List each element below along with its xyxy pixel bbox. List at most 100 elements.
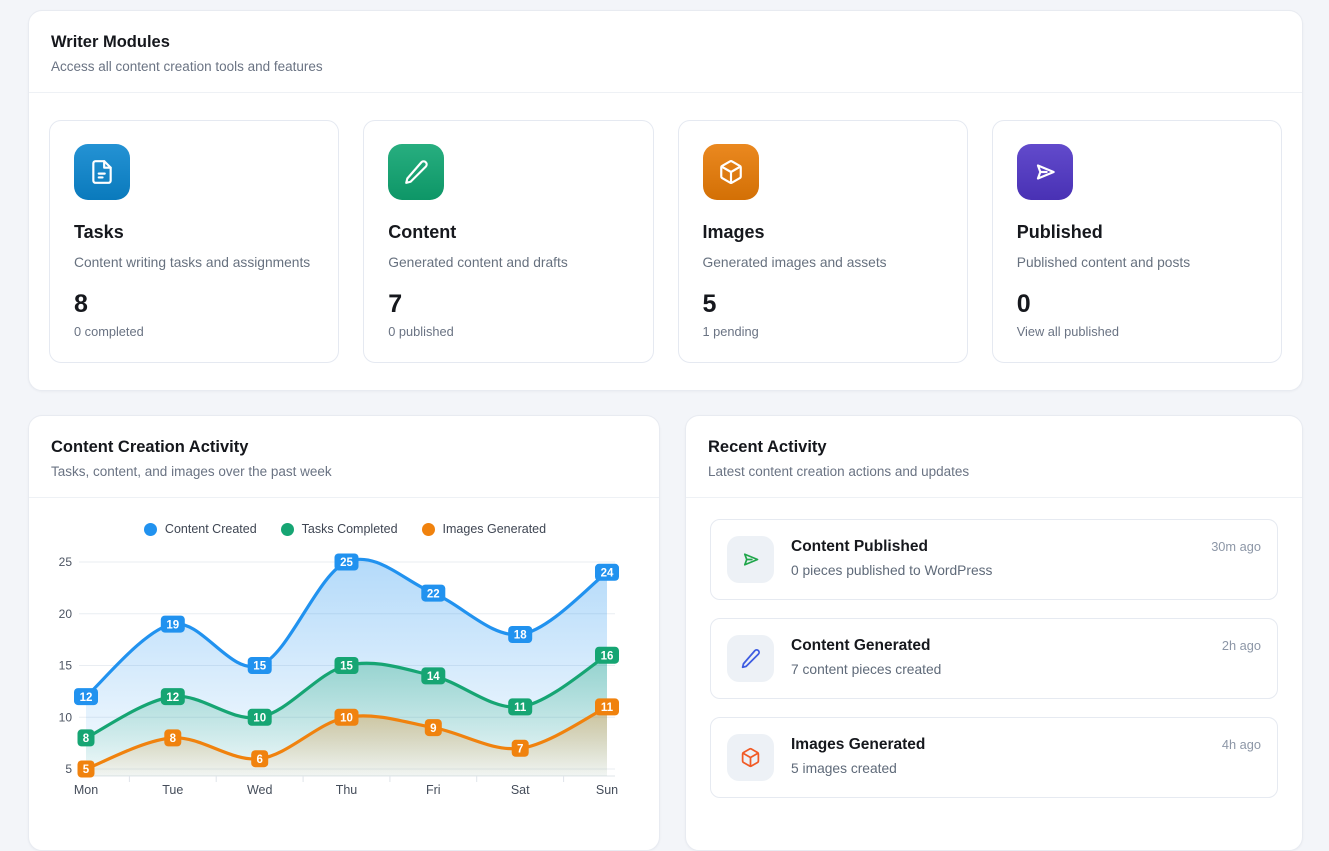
svg-text:11: 11 (601, 702, 614, 714)
legend-dot-icon (143, 522, 157, 536)
activity-description: 0 pieces published to WordPress (791, 563, 993, 578)
legend-item-content-created[interactable]: Content Created (143, 522, 257, 536)
svg-text:19: 19 (166, 619, 179, 631)
svg-text:5: 5 (65, 762, 72, 776)
module-card-content[interactable]: Content Generated content and drafts 7 0… (363, 120, 654, 363)
svg-text:25: 25 (59, 555, 73, 569)
send-icon (1016, 144, 1073, 200)
file-text-icon (74, 144, 130, 200)
activity-title: Images Generated (791, 736, 926, 753)
bottom-row: Content Creation Activity Tasks, content… (28, 415, 1303, 851)
activity-item-images-generated: Images Generated 5 images created 4h ago (710, 717, 1278, 798)
legend-label: Tasks Completed (301, 522, 398, 536)
svg-text:24: 24 (601, 568, 614, 580)
page-subtitle: Access all content creation tools and fe… (51, 59, 323, 74)
svg-text:20: 20 (59, 607, 73, 621)
activity-timestamp: 4h ago (1221, 737, 1261, 752)
module-title: Content (388, 222, 457, 242)
svg-text:8: 8 (83, 733, 90, 745)
page-title: Writer Modules (51, 33, 170, 51)
svg-text:14: 14 (427, 671, 440, 683)
activity-timestamp: 30m ago (1211, 539, 1261, 554)
module-card-images[interactable]: Images Generated images and assets 5 1 p… (677, 120, 968, 363)
svg-text:15: 15 (253, 661, 266, 673)
content-creation-activity-panel: Content Creation Activity Tasks, content… (28, 415, 660, 851)
svg-text:12: 12 (80, 692, 93, 704)
module-cards-row: Tasks Content writing tasks and assignme… (29, 93, 1302, 390)
module-count: 5 (702, 290, 717, 318)
svg-text:15: 15 (340, 661, 353, 673)
activity-title: Content Generated (791, 637, 931, 654)
svg-text:9: 9 (430, 723, 436, 735)
svg-text:10: 10 (253, 712, 266, 724)
activity-timestamp: 2h ago (1221, 638, 1261, 653)
module-title: Published (1016, 222, 1103, 242)
svg-text:Wed: Wed (247, 783, 273, 797)
svg-text:16: 16 (601, 650, 614, 662)
svg-text:Sun: Sun (596, 783, 618, 797)
svg-text:Sat: Sat (511, 783, 530, 797)
activity-chart-svg[interactable]: 5 10 15 20 25 Mon Tue Wed Thu Fri Sat Sun 12 19 15 25 22… (39, 540, 651, 802)
svg-text:22: 22 (427, 588, 440, 600)
svg-text:Fri: Fri (426, 783, 441, 797)
send-icon (727, 536, 774, 583)
activity-list: Content Published 0 pieces published to … (686, 498, 1302, 819)
module-description: Published content and posts (1016, 255, 1191, 270)
activity-item-content-published: Content Published 0 pieces published to … (710, 519, 1278, 600)
chart-legend: Content Created Tasks Completed Images G… (39, 522, 651, 536)
activity-line-chart[interactable]: 5 10 15 20 25 Mon Tue Wed Thu Fri Sat Sun 12 19 15 25 22… (39, 540, 651, 802)
chart-panel-subtitle: Tasks, content, and images over the past… (51, 464, 332, 479)
legend-item-images-generated[interactable]: Images Generated (421, 522, 547, 536)
module-count: 8 (74, 290, 88, 318)
activity-description: 5 images created (791, 761, 897, 776)
svg-text:12: 12 (166, 692, 179, 704)
module-title: Tasks (74, 222, 124, 242)
svg-text:11: 11 (514, 702, 527, 714)
chart-panel-header: Content Creation Activity Tasks, content… (29, 416, 659, 498)
chart-body: Content Created Tasks Completed Images G… (29, 498, 659, 810)
svg-text:6: 6 (256, 754, 262, 766)
legend-label: Content Created (164, 522, 257, 536)
activity-text: Content Published 0 pieces published to … (791, 536, 992, 578)
module-sub-label: 1 pending (702, 324, 759, 339)
svg-text:Thu: Thu (336, 783, 358, 797)
module-card-published[interactable]: Published Published content and posts 0 … (991, 120, 1282, 363)
recent-activity-title: Recent Activity (708, 438, 827, 456)
module-title: Images (702, 222, 765, 242)
svg-text:10: 10 (59, 710, 73, 724)
module-description: Generated images and assets (702, 255, 887, 270)
svg-text:18: 18 (514, 630, 527, 642)
writer-modules-header: Writer Modules Access all content creati… (29, 11, 1302, 93)
activity-title: Content Published (791, 538, 928, 555)
recent-activity-panel: Recent Activity Latest content creation … (685, 415, 1303, 851)
svg-text:7: 7 (517, 744, 523, 756)
cube-icon (702, 144, 759, 200)
svg-text:5: 5 (83, 764, 90, 776)
writer-modules-panel: Writer Modules Access all content creati… (28, 10, 1303, 391)
pencil-icon (388, 144, 445, 200)
module-description: Generated content and drafts (388, 255, 568, 270)
recent-activity-subtitle: Latest content creation actions and upda… (708, 464, 970, 479)
module-sub-label: View all published (1016, 324, 1119, 339)
svg-text:8: 8 (170, 733, 177, 745)
legend-label: Images Generated (442, 522, 547, 536)
module-card-tasks[interactable]: Tasks Content writing tasks and assignme… (49, 120, 340, 363)
svg-text:10: 10 (340, 712, 353, 724)
svg-text:Mon: Mon (74, 783, 98, 797)
svg-text:25: 25 (340, 557, 353, 569)
svg-text:15: 15 (59, 659, 73, 673)
pencil-icon (727, 635, 774, 682)
legend-item-tasks-completed[interactable]: Tasks Completed (280, 522, 398, 536)
module-sub-label: 0 published (388, 324, 454, 339)
activity-text: Images Generated 5 images created (791, 734, 925, 776)
svg-text:Tue: Tue (162, 783, 183, 797)
module-sub-label: 0 completed (74, 324, 144, 339)
module-count: 7 (388, 290, 403, 318)
module-description: Content writing tasks and assignments (74, 255, 311, 270)
activity-item-content-generated: Content Generated 7 content pieces creat… (710, 618, 1278, 699)
cube-icon (727, 734, 774, 781)
recent-activity-header: Recent Activity Latest content creation … (686, 416, 1302, 498)
legend-dot-icon (421, 522, 435, 536)
legend-dot-icon (280, 522, 294, 536)
